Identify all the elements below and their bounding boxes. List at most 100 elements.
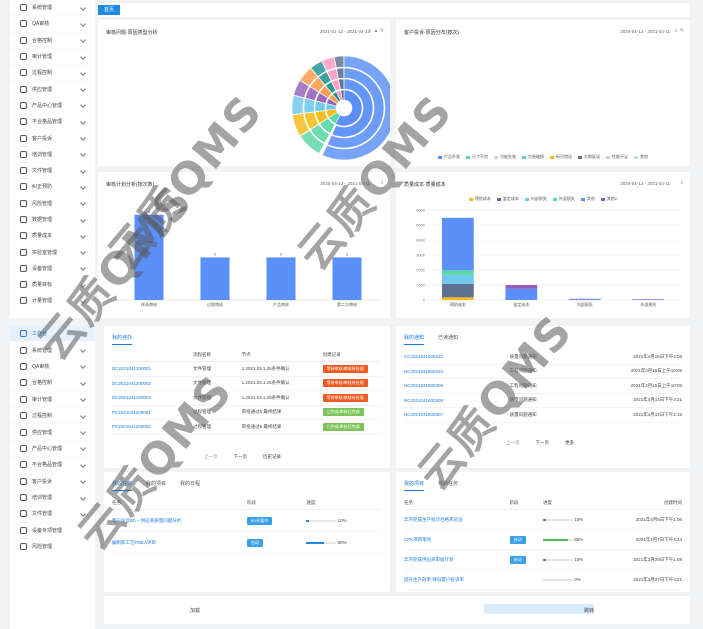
tab-item[interactable]: 我的项目 <box>404 480 425 491</box>
sidebar-item[interactable]: 审计管理 <box>10 392 95 408</box>
table-row[interactable]: 年内完成生产批次合格率验证 10% 2021年4月5日下午1:06 <box>404 510 682 530</box>
tab-item[interactable]: 我的通知 <box>404 334 425 345</box>
row-link[interactable]: 年内完成生产批次合格率验证 <box>404 516 463 522</box>
row-link[interactable]: DC2021041200002 <box>112 380 152 386</box>
legend-item[interactable]: 性能不足 <box>606 154 628 160</box>
sidebar-item[interactable]: 客户投诉 <box>10 474 95 490</box>
sidebar-item[interactable]: 产品中心管理 <box>10 98 95 115</box>
legend-item[interactable]: 功能失效 <box>494 154 516 160</box>
sidebar-item[interactable]: 不合格品管理 <box>10 457 95 474</box>
table-row[interactable]: PC2021041200001 过程管理 审批通过5 最终结果 已完成/审核已完成 <box>112 406 382 420</box>
row-link[interactable]: 提升生产效率·降低客户投诉率 <box>404 576 464 582</box>
legend-item[interactable]: 其他 <box>580 196 595 202</box>
table-row[interactable]: DC2021041200002 文件管理 1.2021.03.1.25条件确认 等待审… <box>112 377 382 391</box>
legend-item[interactable]: 产品外观 <box>438 154 460 160</box>
chart-toolbar-icons[interactable]: ⇩ ✎ <box>674 28 684 34</box>
sidebar-item[interactable]: 供应管理 <box>10 81 95 98</box>
sidebar-item[interactable]: 文件管理 <box>10 163 95 180</box>
sidebar-item[interactable]: 实验室管理 <box>10 244 95 261</box>
date-range[interactable]: 2020-04-12 - 2021-04-11 <box>620 29 670 34</box>
row-link[interactable]: 客户投诉8D – 供应商质量问题分析 <box>112 517 182 523</box>
row-link[interactable]: 年内完成供应商审核计划 <box>404 556 454 562</box>
table-row[interactable]: 编制新工艺FMEA评审 启动 60% <box>112 532 382 554</box>
table-row[interactable]: NC2021041800308 质量问题通知 2021年4月14日下午3:21 <box>404 394 682 408</box>
legend-item[interactable]: 外部损失 <box>552 196 575 202</box>
sidebar-item[interactable]: QA审核 <box>10 359 95 376</box>
row-link[interactable]: NC2021041800310 <box>404 368 444 374</box>
sidebar-item[interactable]: 合格控制 <box>10 375 95 392</box>
sidebar-item[interactable]: 系统管理 <box>10 0 95 17</box>
sidebar-item[interactable]: 过程控制 <box>10 65 95 82</box>
sidebar-item[interactable]: 过程控制 <box>10 408 95 425</box>
row-link[interactable]: CPK项目策划 <box>404 536 432 542</box>
row-link[interactable]: CC2021041800312 <box>404 354 444 360</box>
row-link[interactable]: NC2021041800308 <box>404 397 444 403</box>
table-row[interactable]: NC2021041800307 质量问题通知 2021年4月14日下午2:15 <box>404 408 682 423</box>
table-row[interactable]: 提升生产效率·降低客户投诉率 0% 2021年3月27日下午4:21 <box>404 570 682 590</box>
legend-item[interactable]: 其他 <box>634 154 648 160</box>
sidebar-item[interactable]: 纠正预防 <box>10 179 95 196</box>
table-row[interactable]: NC2021041800309 工程问题通知 2021年4月15日上午10:05 <box>404 379 682 394</box>
tab-home[interactable]: 首页 <box>98 5 121 15</box>
sidebar-item[interactable]: 工作台 <box>10 326 95 343</box>
more-link[interactable]: 更多 <box>565 440 574 445</box>
sidebar-item[interactable]: 质量成本 <box>10 228 95 245</box>
sidebar-item[interactable]: 客户投诉 <box>10 130 95 147</box>
date-range[interactable]: 2020-04-12 - 2021-04-11 <box>620 181 670 186</box>
row-link[interactable]: NC2021041800307 <box>404 412 444 418</box>
tab-item[interactable]: 我的任务 <box>438 481 459 487</box>
next-page[interactable]: 下一页 <box>535 440 550 445</box>
row-link[interactable]: 编制新工艺FMEA评审 <box>112 539 156 545</box>
sidebar-item[interactable]: 不合格品管理 <box>10 114 95 131</box>
table-row[interactable]: CC2021041800312 质量问题通知 2021年4月15日下午4:08 <box>404 350 682 365</box>
legend-item[interactable]: 预防成本 <box>468 196 491 202</box>
sidebar-item[interactable]: 计量管理 <box>10 293 95 310</box>
table-row[interactable]: 年内完成供应商审核计划 启动 10% 2021年3月29日下午1:59 <box>404 550 682 570</box>
legend-item[interactable]: 包装破损 <box>522 154 544 160</box>
sidebar-item[interactable]: 数据管理 <box>10 212 95 229</box>
legend-item[interactable]: 交期延误 <box>578 154 600 160</box>
sidebar-item[interactable]: 设备专项管理 <box>10 523 95 540</box>
table-row[interactable]: PC2021041200002 过程管理 审批通过5 最终结果 已完成/审核已完成 <box>112 420 382 435</box>
legend-item[interactable]: 尺寸不良 <box>466 154 488 160</box>
table-row[interactable]: DC2021041200001 文件管理 1.2021.03.1.25条件确认 等待审… <box>112 362 382 377</box>
sidebar-item[interactable]: 文件管理 <box>10 506 95 523</box>
table-row[interactable]: 客户投诉8D – 供应商质量问题分析 8D开展中 10% <box>112 510 382 532</box>
next-page[interactable]: 下一页 <box>233 454 248 459</box>
table-row[interactable]: NC2021041800310 工程问题通知 2021年4月15日上午10:05 <box>404 365 682 379</box>
legend-item[interactable]: 鉴定成本 <box>496 196 519 202</box>
sidebar-item[interactable]: QA审核 <box>10 16 95 33</box>
table-row[interactable]: CPK项目策划 启动 85% 2021年4月7日下午4:44 <box>404 530 682 550</box>
tab-item[interactable]: 已读通知 <box>438 335 459 341</box>
sidebar-item[interactable]: 系统管理 <box>10 342 95 359</box>
legend-item[interactable]: 其他2 <box>600 196 617 202</box>
chart-toolbar-icons[interactable]: ⇩ <box>679 180 684 186</box>
goto-label[interactable]: 跳转 <box>584 608 595 614</box>
sidebar-item[interactable]: 风险管理 <box>10 196 95 212</box>
sidebar-item[interactable]: 培训管理 <box>10 147 95 163</box>
row-link[interactable]: DC2021041200001 <box>112 366 152 372</box>
row-link[interactable]: DC2021041200003 <box>112 395 152 401</box>
sidebar-item[interactable]: 质量目标 <box>10 277 95 294</box>
sidebar-item[interactable]: 审计管理 <box>10 49 95 66</box>
row-link[interactable]: PC2021041200002 <box>112 424 151 430</box>
legend-item[interactable]: 标识错误 <box>550 154 572 160</box>
tab-item[interactable]: 我的任务 <box>112 480 133 491</box>
sidebar-item[interactable]: 产品中心管理 <box>10 441 95 458</box>
prev-page[interactable]: 上一页 <box>506 440 520 445</box>
sidebar-item[interactable]: 培训管理 <box>10 490 95 507</box>
sidebar-item[interactable]: 设备管理 <box>10 261 95 278</box>
sidebar-item[interactable]: 风险管理 <box>10 539 95 556</box>
legend-item[interactable]: 内部损失 <box>524 196 547 202</box>
sidebar-item[interactable]: 供应管理 <box>10 424 95 441</box>
row-link[interactable]: PC2021041200001 <box>112 409 151 415</box>
date-range[interactable]: 2020-04-12 - 2021-04-11 <box>320 181 370 186</box>
row-link[interactable]: NC2021041800309 <box>404 383 444 389</box>
chart-toolbar-icons[interactable]: ⇩ ▲ ✎ <box>367 28 384 34</box>
tab-item[interactable]: 我的日程 <box>180 481 201 487</box>
history-link[interactable]: 历史记录 <box>263 454 281 459</box>
tab-item[interactable]: 我的待办 <box>112 334 133 345</box>
sidebar-item[interactable]: 合格控制 <box>10 33 95 49</box>
date-range[interactable]: 2021-01-12 - 2021-04-12 <box>319 29 370 34</box>
prev-page[interactable]: 上一页 <box>204 454 218 459</box>
